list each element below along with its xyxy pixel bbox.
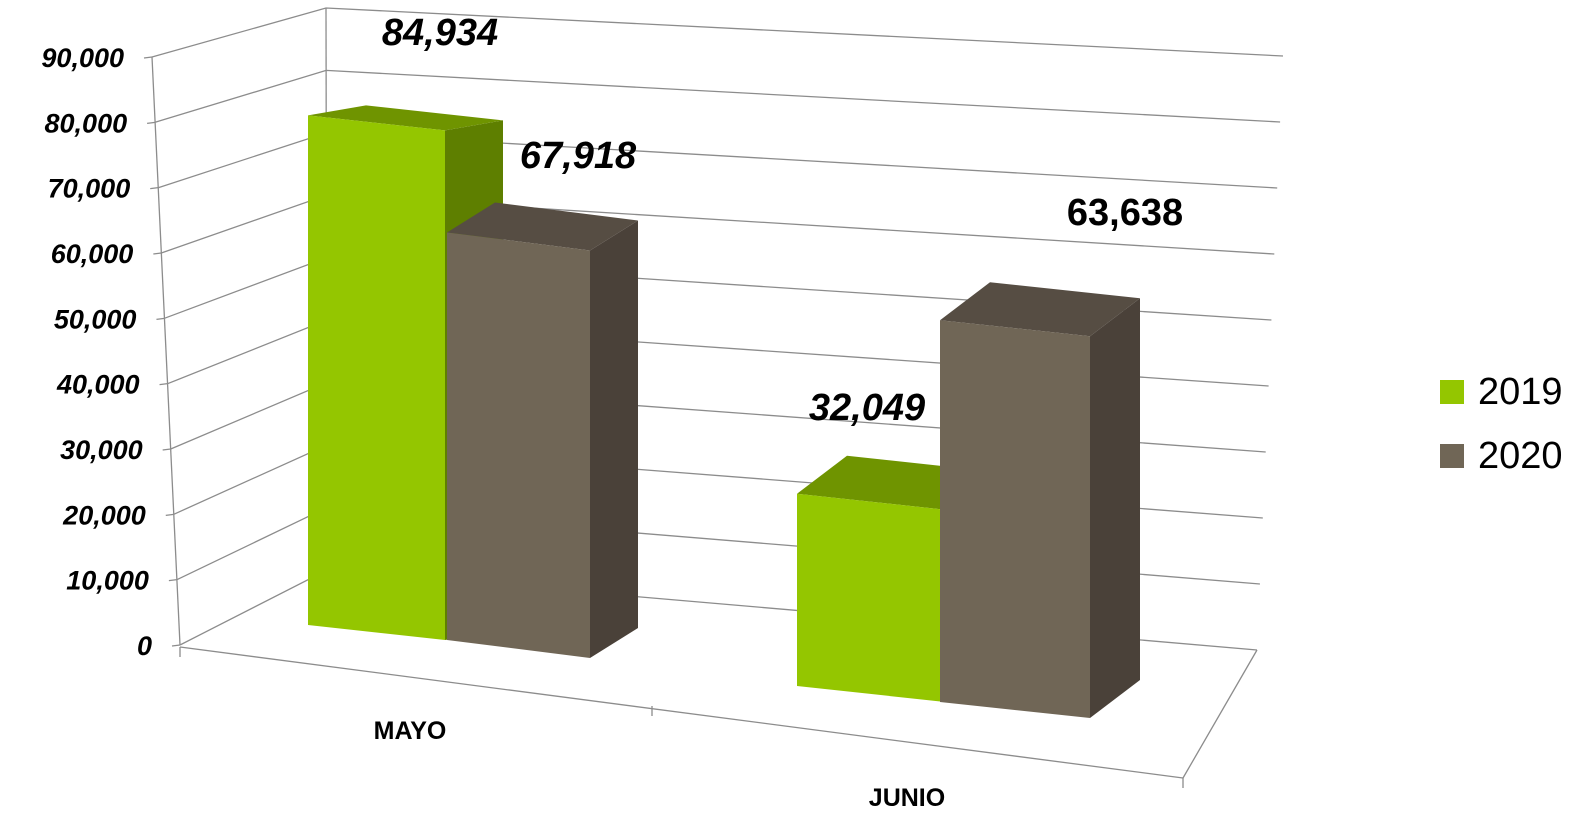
data-label-mayo-2019: 84,934 (382, 12, 498, 54)
legend-label-2019: 2019 (1478, 370, 1563, 413)
data-label-junio-2019: 32,049 (809, 387, 925, 429)
legend-label-2020: 2020 (1478, 434, 1563, 477)
y-tick-label-9: 90,000 (41, 43, 124, 73)
legend-item-2020: 2020 (1440, 424, 1563, 488)
floor-right-edge (1182, 649, 1258, 779)
y-tick-label-7: 70,000 (48, 174, 131, 204)
data-label-mayo-2020: 67,918 (520, 135, 637, 177)
y-tick-label-0: 0 (137, 631, 152, 661)
legend: 2019 2020 (1440, 360, 1563, 488)
bars (308, 105, 1140, 718)
y-tick-mark-8 (147, 121, 156, 124)
bar-front-junio-2019 (797, 493, 945, 702)
bar-front-mayo-2020 (447, 232, 590, 658)
bar-top-mayo-2019 (308, 105, 503, 131)
bar-side-junio-2020 (1090, 298, 1140, 718)
gridline-9 (151, 7, 1284, 58)
y-tick-mark-5 (156, 317, 165, 320)
y-tick-label-6: 60,000 (51, 239, 134, 269)
bar-side-mayo-2020 (590, 220, 638, 658)
y-tick-label-1: 10,000 (66, 566, 149, 596)
y-tick-mark-7 (150, 187, 159, 190)
y-axis-tick-labels: 0 10,000 20,000 30,000 40,000 50,000 60,000 70,… (41, 43, 152, 661)
data-labels: 84,934 67,918 32,049 63,638 (382, 12, 1183, 429)
bar-front-junio-2020 (940, 320, 1090, 718)
legend-item-2019: 2019 (1440, 360, 1563, 424)
y-tick-mark-2 (165, 513, 174, 516)
x-axis-line (179, 646, 1184, 779)
legend-swatch-2019 (1440, 380, 1464, 404)
y-axis-line (151, 56, 181, 646)
y-tick-mark-9 (143, 56, 153, 59)
y-tick-mark-3 (162, 448, 171, 451)
y-tick-label-2: 20,000 (62, 500, 146, 530)
category-label-junio: JUNIO (869, 784, 945, 812)
y-tick-label-4: 40,000 (56, 370, 140, 400)
category-label-mayo: MAYO (374, 717, 447, 745)
bar-top-mayo-2020 (447, 202, 638, 251)
y-tick-label-8: 80,000 (45, 108, 128, 138)
bar-front-mayo-2019 (308, 115, 445, 640)
y-tick-label-3: 30,000 (60, 435, 143, 465)
axes (143, 56, 1258, 788)
x-axis-category-labels: MAYO JUNIO (374, 717, 946, 812)
y-tick-mark-0 (171, 644, 181, 647)
data-label-junio-2020: 63,638 (1067, 192, 1183, 234)
bar-mayo-2020 (447, 202, 638, 658)
legend-swatch-2020 (1440, 444, 1464, 468)
y-tick-mark-1 (168, 579, 177, 582)
y-tick-mark-4 (159, 383, 168, 386)
bar-junio-2020 (940, 282, 1140, 718)
bar-top-junio-2020 (940, 282, 1140, 337)
y-tick-mark-6 (153, 252, 162, 255)
y-tick-label-5: 50,000 (54, 304, 137, 334)
